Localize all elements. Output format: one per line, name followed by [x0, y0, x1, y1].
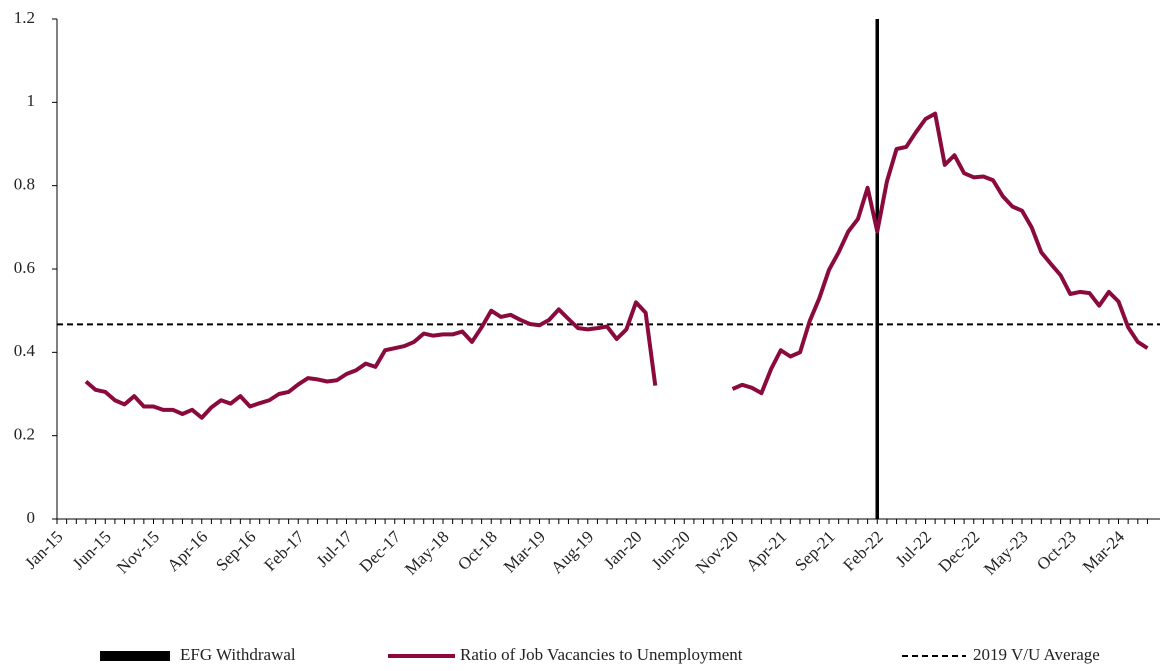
legend-label: EFG Withdrawal — [180, 645, 296, 664]
x-tick-label: Oct-23 — [1033, 527, 1080, 574]
legend-label: 2019 V/U Average — [973, 645, 1100, 664]
x-tick-label: Aug-19 — [547, 527, 597, 577]
legend-swatch — [100, 651, 170, 661]
x-tick-label: Jan-15 — [21, 527, 66, 572]
x-tick-label: Sep-16 — [212, 527, 259, 574]
x-tick-label: Jan-20 — [600, 527, 645, 572]
x-tick-label: Sep-21 — [791, 527, 838, 574]
y-tick-label: 0 — [27, 508, 36, 527]
x-tick-label: May-18 — [401, 527, 452, 578]
x-tick-label: Feb-17 — [260, 527, 308, 575]
x-tick-label: Apr-16 — [163, 527, 211, 575]
x-tick-label: Nov-20 — [692, 527, 742, 577]
x-tick-label: Jul-17 — [313, 527, 357, 571]
x-tick-label: Mar-24 — [1079, 527, 1129, 577]
x-tick-label: Dec-22 — [935, 527, 984, 576]
x-tick-label: Feb-22 — [839, 527, 886, 574]
legend-label: Ratio of Job Vacancies to Unemployment — [460, 645, 743, 664]
x-tick-label: Dec-17 — [356, 527, 405, 576]
x-tick-label: Jul-22 — [892, 527, 935, 570]
x-tick-label: Apr-21 — [742, 527, 790, 575]
x-tick-label: Oct-18 — [454, 527, 501, 574]
x-tick-label: Jun-20 — [648, 527, 694, 573]
x-tick-label: Nov-15 — [113, 527, 163, 577]
y-tick-label: 1 — [27, 91, 36, 110]
y-tick-label: 0.4 — [14, 341, 36, 360]
data-line — [84, 111, 1149, 420]
x-tick-label: Mar-19 — [500, 527, 549, 576]
y-tick-label: 1.2 — [14, 8, 35, 27]
x-tick-label: Jun-15 — [69, 527, 115, 573]
x-tick-label: May-23 — [980, 527, 1031, 578]
y-tick-label: 0.6 — [14, 258, 35, 277]
y-tick-label: 0.8 — [14, 175, 35, 194]
y-tick-label: 0.2 — [14, 425, 35, 444]
